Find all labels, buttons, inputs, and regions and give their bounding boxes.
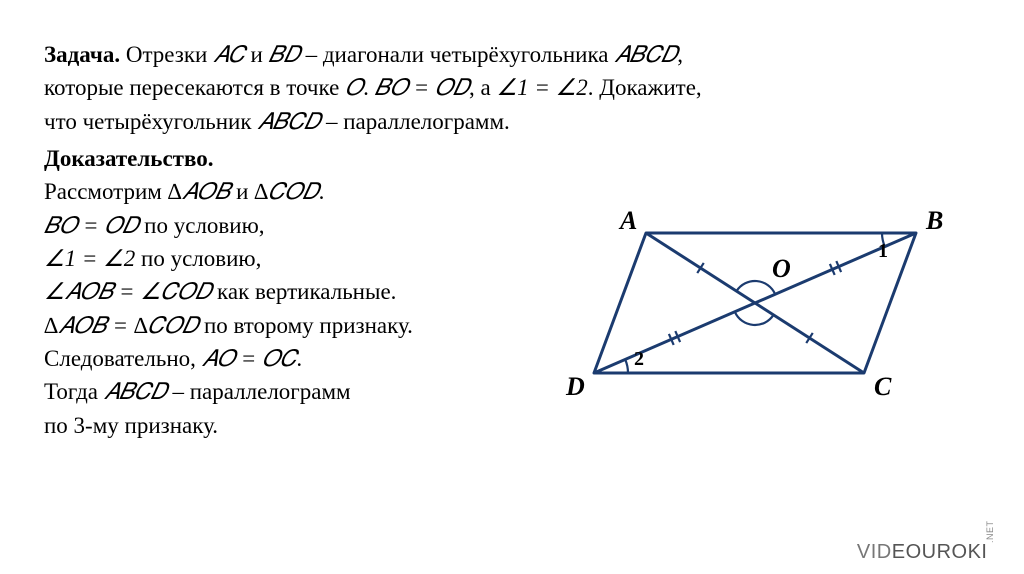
svg-text:B: B <box>925 206 943 235</box>
problem-label: Задача. <box>44 42 120 67</box>
svg-text:D: D <box>565 372 585 401</box>
svg-text:A: A <box>618 206 637 235</box>
proof-line-1: Рассмотрим ∆𝐴𝑂𝐵 и ∆𝐶𝑂𝐷. <box>44 175 980 208</box>
problem-statement: Задача. Отрезки 𝐴𝐶 и 𝐵𝐷 – диагонали четы… <box>44 38 980 138</box>
svg-text:1: 1 <box>878 240 888 262</box>
geometry-figure: A B C D O 1 2 <box>564 205 964 415</box>
svg-text:C: C <box>874 372 892 401</box>
watermark: VIDEOUROKI.NET <box>857 541 1010 564</box>
svg-text:2: 2 <box>634 348 644 370</box>
svg-text:O: O <box>772 254 791 283</box>
proof-heading: Доказательство. <box>44 142 980 175</box>
